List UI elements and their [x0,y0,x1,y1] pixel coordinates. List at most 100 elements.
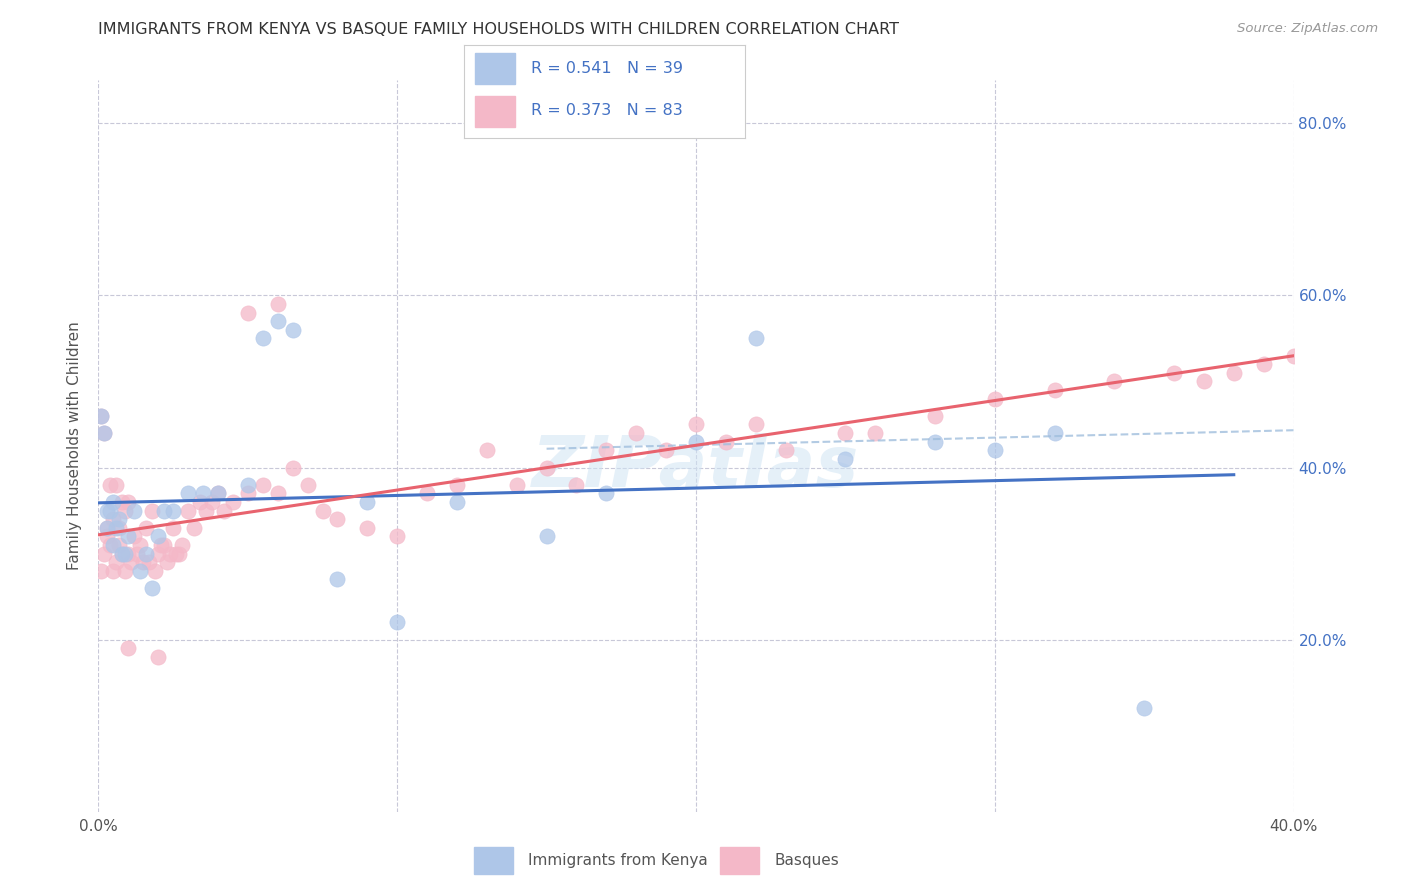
Bar [474,847,513,874]
Point [127,547,149,561]
Point [103,538,125,552]
Bar [475,96,515,127]
Point [114,503,136,517]
Bar [720,847,759,874]
Text: R = 0.541   N = 39: R = 0.541 N = 39 [531,61,683,76]
Point [135,547,157,561]
Point [446,495,468,509]
Point [105,521,128,535]
Point [212,503,235,517]
Point [201,495,224,509]
Point [865,426,887,441]
Point [385,615,409,630]
Point [834,451,856,466]
Point [96,521,118,535]
Point [1133,701,1156,715]
Point [326,512,349,526]
Point [177,486,200,500]
Point [111,547,134,561]
Point [446,477,468,491]
Point [356,521,378,535]
Point [132,555,155,569]
Bar [475,53,515,84]
Point [100,503,122,517]
Point [103,495,125,509]
Text: Basques: Basques [773,854,839,868]
Text: IMMIGRANTS FROM KENYA VS BASQUE FAMILY HOUSEHOLDS WITH CHILDREN CORRELATION CHAR: IMMIGRANTS FROM KENYA VS BASQUE FAMILY H… [98,22,900,37]
Point [156,555,179,569]
Point [267,297,290,311]
Point [108,538,131,552]
Point [114,564,136,578]
Point [148,547,170,561]
Point [111,495,134,509]
Point [148,529,170,543]
Point [416,486,439,500]
Point [281,460,304,475]
Point [1043,383,1066,397]
Point [252,477,274,491]
Y-axis label: Family Households with Children: Family Households with Children [67,322,83,570]
Point [96,521,118,535]
Point [655,443,678,458]
Point [834,426,856,441]
Point [1104,375,1126,389]
Point [162,503,184,517]
Point [984,392,1007,406]
Point [685,417,707,432]
Point [281,323,304,337]
Point [108,512,131,526]
Point [775,443,797,458]
Point [685,434,707,449]
Point [356,495,378,509]
Point [745,417,768,432]
Point [252,331,274,345]
Point [96,529,118,543]
Point [924,409,946,423]
Point [165,547,187,561]
Point [111,547,134,561]
Point [105,555,128,569]
Point [90,409,112,423]
Point [565,477,588,491]
Point [236,486,259,500]
Point [93,426,115,441]
Point [141,581,163,595]
Point [162,521,184,535]
Text: R = 0.373   N = 83: R = 0.373 N = 83 [531,103,683,118]
Text: Source: ZipAtlas.com: Source: ZipAtlas.com [1237,22,1378,36]
Point [236,477,259,491]
Point [188,495,211,509]
Point [236,305,259,319]
Point [475,443,498,458]
Point [108,521,131,535]
Point [1223,366,1246,380]
Point [141,503,163,517]
Point [177,503,200,517]
Text: Immigrants from Kenya: Immigrants from Kenya [529,854,707,868]
Point [135,521,157,535]
Point [1253,357,1275,371]
Point [183,521,205,535]
Point [124,529,146,543]
Point [1282,349,1305,363]
Point [536,529,558,543]
Point [103,564,125,578]
Point [207,486,229,500]
Text: ZIPatlas: ZIPatlas [533,434,859,502]
Point [745,331,768,345]
Point [120,555,142,569]
Point [153,538,176,552]
Point [103,512,125,526]
Point [626,426,648,441]
Point [143,564,166,578]
Point [159,547,181,561]
Point [984,443,1007,458]
Point [90,409,112,423]
Point [385,529,409,543]
Point [191,486,214,500]
Point [129,564,152,578]
Point [1043,426,1066,441]
Point [924,434,946,449]
Point [117,641,139,656]
